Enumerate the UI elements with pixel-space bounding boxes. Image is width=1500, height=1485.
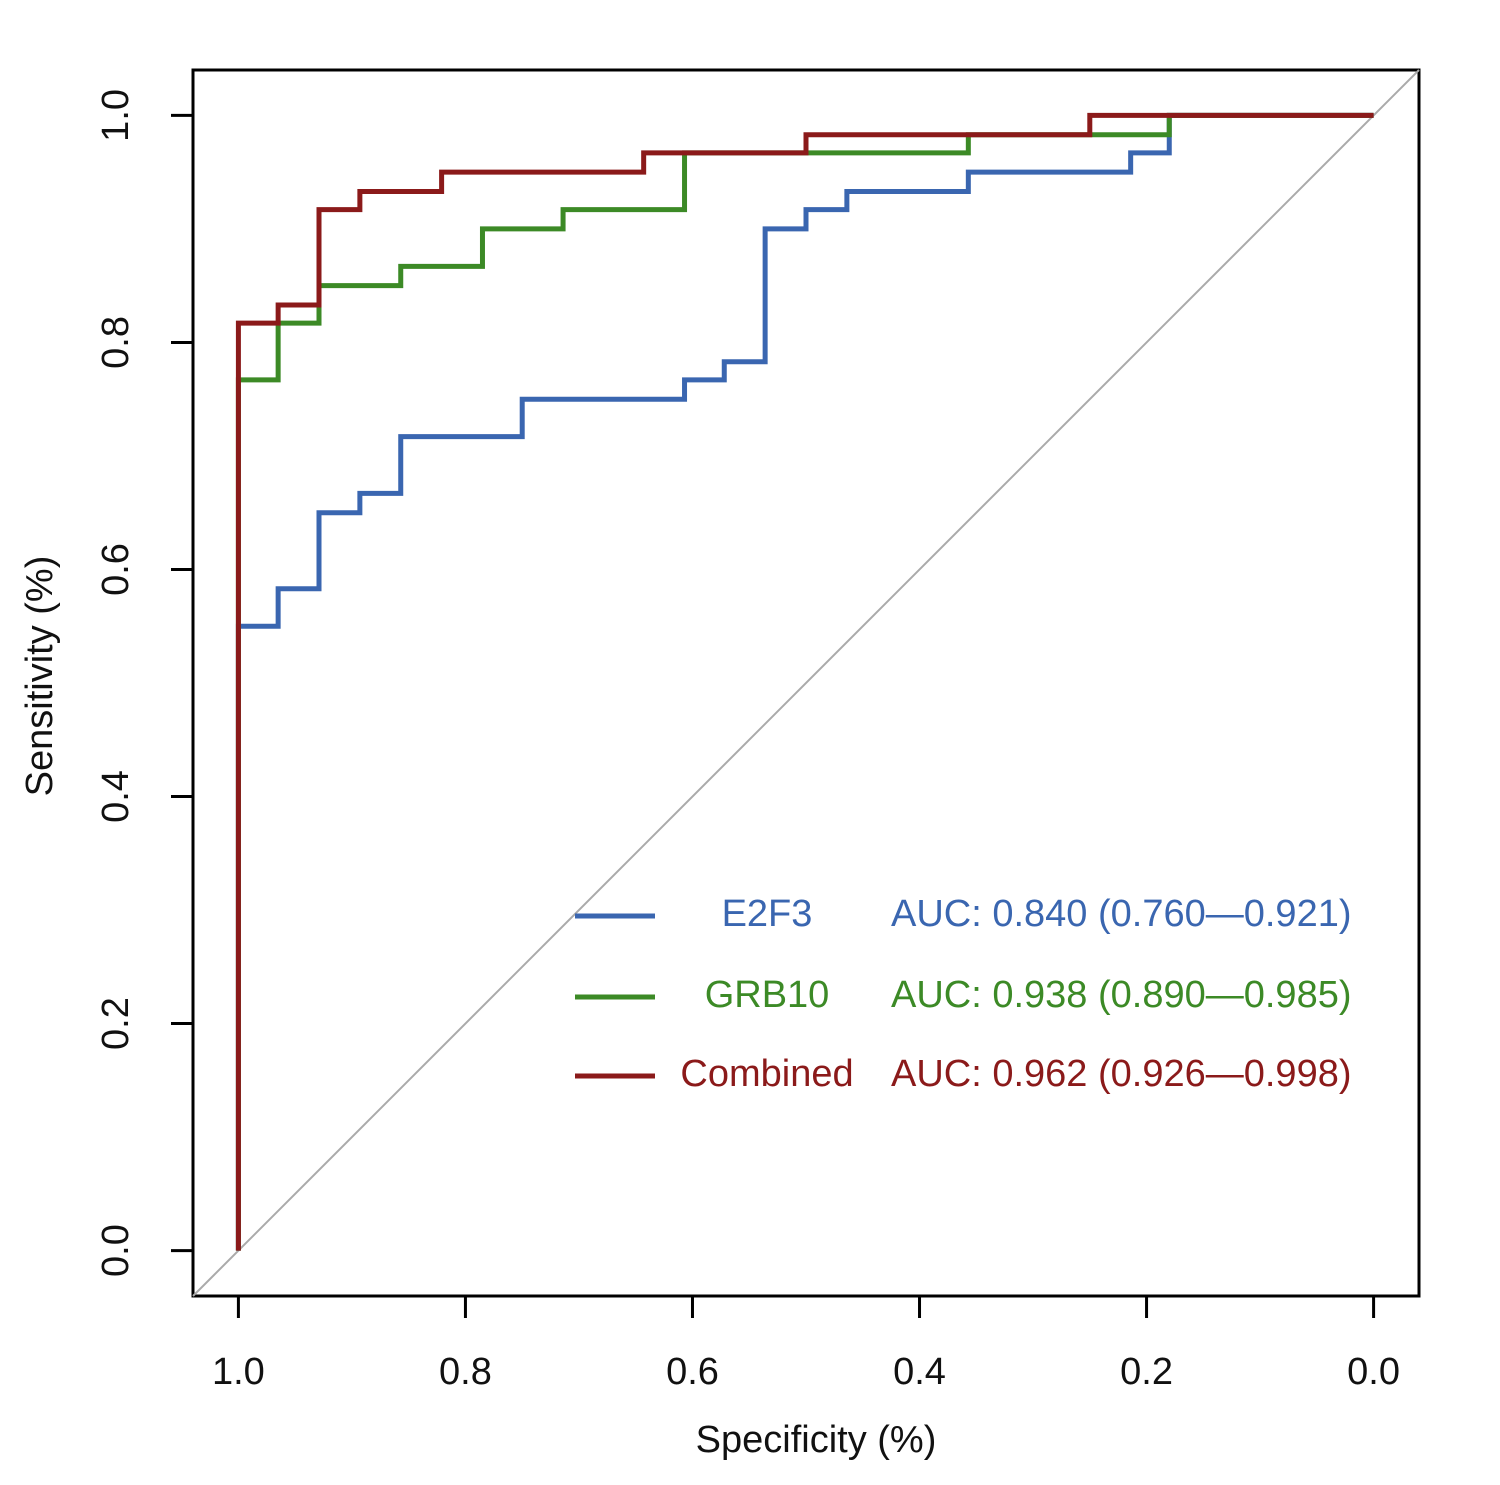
reference-diagonal [192, 69, 1420, 1297]
legend-auc: AUC: 0.840 (0.760—0.921) [891, 893, 1352, 935]
roc-curve [235, 112, 1374, 1251]
y-tick-label: 0.4 [95, 770, 137, 823]
legend-label: Combined [680, 1053, 853, 1095]
x-tick-label: 0.6 [666, 1351, 719, 1393]
y-axis-label: Sensitivity (%) [19, 556, 61, 797]
x-tick-label: 0.4 [893, 1351, 946, 1393]
x-tick-label: 0.0 [1347, 1351, 1400, 1393]
y-tick-label: 1.0 [95, 89, 137, 142]
x-axis-label: Specificity (%) [696, 1419, 937, 1461]
x-tick-label: 1.0 [212, 1351, 265, 1393]
roc-curve [235, 112, 1374, 1251]
y-tick-label: 0.2 [95, 997, 137, 1050]
legend-auc: AUC: 0.962 (0.926—0.998) [891, 1053, 1352, 1095]
legend-auc: AUC: 0.938 (0.890—0.985) [891, 974, 1352, 1016]
plot-frame [191, 68, 1421, 1298]
legend-label: E2F3 [722, 893, 813, 935]
y-tick-label: 0.8 [95, 316, 137, 369]
y-tick-label: 0.6 [95, 543, 137, 596]
legend-label: GRB10 [705, 974, 830, 1016]
y-tick-label: 0.0 [95, 1224, 137, 1277]
x-tick-label: 0.2 [1120, 1351, 1173, 1393]
x-tick-label: 0.8 [439, 1351, 492, 1393]
